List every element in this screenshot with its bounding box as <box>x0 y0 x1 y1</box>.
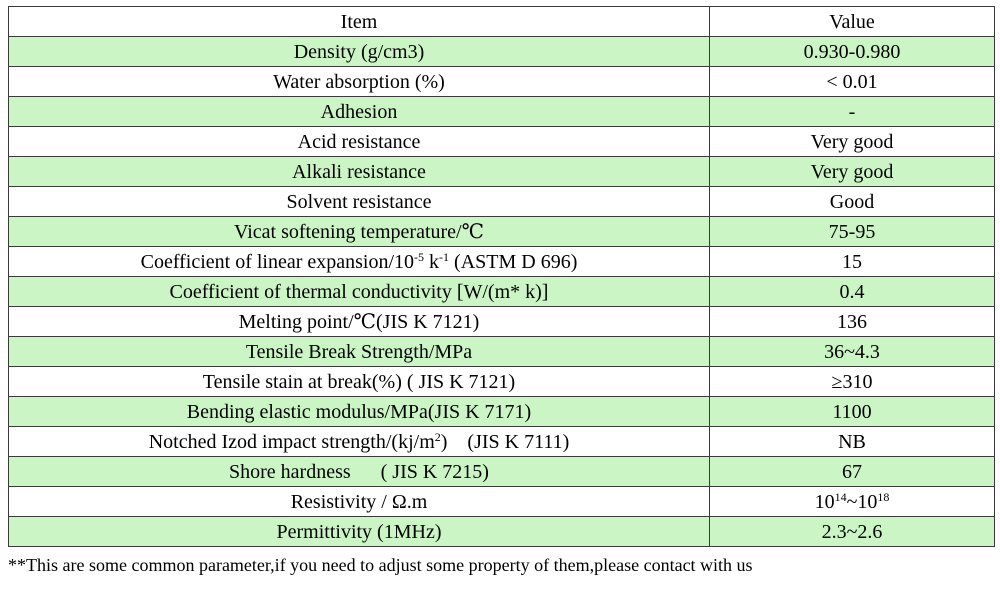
exponent: -1 <box>439 249 450 264</box>
value-cell: 67 <box>709 456 995 487</box>
header-item: Item <box>8 6 710 37</box>
table-row: Notched Izod impact strength/(kj/m2) (JI… <box>8 426 995 457</box>
value-cell: 0.4 <box>709 276 995 307</box>
value-cell: 136 <box>709 306 995 337</box>
table-header-row: Item Value <box>8 6 995 37</box>
table-row: Vicat softening temperature/℃ 75-95 <box>8 216 995 247</box>
table-row: Coefficient of thermal conductivity [W/(… <box>8 276 995 307</box>
table-row: Density (g/cm3) 0.930-0.980 <box>8 36 995 67</box>
item-text: Notched Izod impact strength/(kj/m <box>148 430 435 453</box>
properties-table: Item Value Density (g/cm3) 0.930-0.980 W… <box>8 6 995 547</box>
table-row: Resistivity / Ω.m 1014~1018 <box>8 486 995 517</box>
item-text: (ASTM D 696) <box>449 250 578 273</box>
table-row: Tensile stain at break(%) ( JIS K 7121) … <box>8 366 995 397</box>
table-row: Solvent resistance Good <box>8 186 995 217</box>
item-cell: Bending elastic modulus/MPa(JIS K 7171) <box>8 396 710 427</box>
table-row: Alkali resistance Very good <box>8 156 995 187</box>
footnote: **This are some common parameter,if you … <box>8 555 753 575</box>
item-cell: Coefficient of thermal conductivity [W/(… <box>8 276 710 307</box>
item-cell: Solvent resistance <box>8 186 710 217</box>
item-cell: Shore hardness ( JIS K 7215) <box>8 456 710 487</box>
item-text: k <box>424 250 440 273</box>
item-cell: Notched Izod impact strength/(kj/m2) (JI… <box>8 426 710 457</box>
value-cell: 2.3~2.6 <box>709 516 995 547</box>
item-cell: Resistivity / Ω.m <box>8 486 710 517</box>
value-cell: Good <box>709 186 995 217</box>
item-text: ) (JIS K 7111) <box>440 430 570 453</box>
value-cell: - <box>709 96 995 127</box>
item-cell: Acid resistance <box>8 126 710 157</box>
exponent: 2 <box>434 429 441 444</box>
table-row: Bending elastic modulus/MPa(JIS K 7171) … <box>8 396 995 427</box>
value-cell: 15 <box>709 246 995 277</box>
value-text: ~10 <box>846 490 878 513</box>
table-row: Coefficient of linear expansion/10-5 k-1… <box>8 246 995 277</box>
item-cell: Coefficient of linear expansion/10-5 k-1… <box>8 246 710 277</box>
table-row: Adhesion - <box>8 96 995 127</box>
exponent: -5 <box>414 249 425 264</box>
value-cell: < 0.01 <box>709 66 995 97</box>
value-cell: 1014~1018 <box>709 486 995 517</box>
table-row: Water absorption (%) < 0.01 <box>8 66 995 97</box>
item-cell: Density (g/cm3) <box>8 36 710 67</box>
value-text: 10 <box>814 490 835 513</box>
item-cell: Tensile stain at break(%) ( JIS K 7121) <box>8 366 710 397</box>
item-cell: Melting point/℃(JIS K 7121) <box>8 306 710 337</box>
value-cell: NB <box>709 426 995 457</box>
item-cell: Adhesion <box>8 96 710 127</box>
item-cell: Alkali resistance <box>8 156 710 187</box>
value-cell: 1100 <box>709 396 995 427</box>
exponent: 14 <box>834 489 847 504</box>
table-row: Shore hardness ( JIS K 7215) 67 <box>8 456 995 487</box>
item-text: Coefficient of linear expansion/10 <box>140 250 415 273</box>
value-cell: Very good <box>709 156 995 187</box>
table-row: Acid resistance Very good <box>8 126 995 157</box>
item-cell: Permittivity (1MHz) <box>8 516 710 547</box>
table-row: Melting point/℃(JIS K 7121) 136 <box>8 306 995 337</box>
value-cell: Very good <box>709 126 995 157</box>
item-cell: Water absorption (%) <box>8 66 710 97</box>
item-cell: Vicat softening temperature/℃ <box>8 216 710 247</box>
value-cell: 0.930-0.980 <box>709 36 995 67</box>
value-cell: 75-95 <box>709 216 995 247</box>
value-cell: 36~4.3 <box>709 336 995 367</box>
item-cell: Tensile Break Strength/MPa <box>8 336 710 367</box>
table-row: Tensile Break Strength/MPa 36~4.3 <box>8 336 995 367</box>
properties-table-container: Item Value Density (g/cm3) 0.930-0.980 W… <box>8 6 995 547</box>
value-cell: ≥310 <box>709 366 995 397</box>
table-row: Permittivity (1MHz) 2.3~2.6 <box>8 516 995 547</box>
exponent: 18 <box>877 489 890 504</box>
header-value: Value <box>709 6 995 37</box>
